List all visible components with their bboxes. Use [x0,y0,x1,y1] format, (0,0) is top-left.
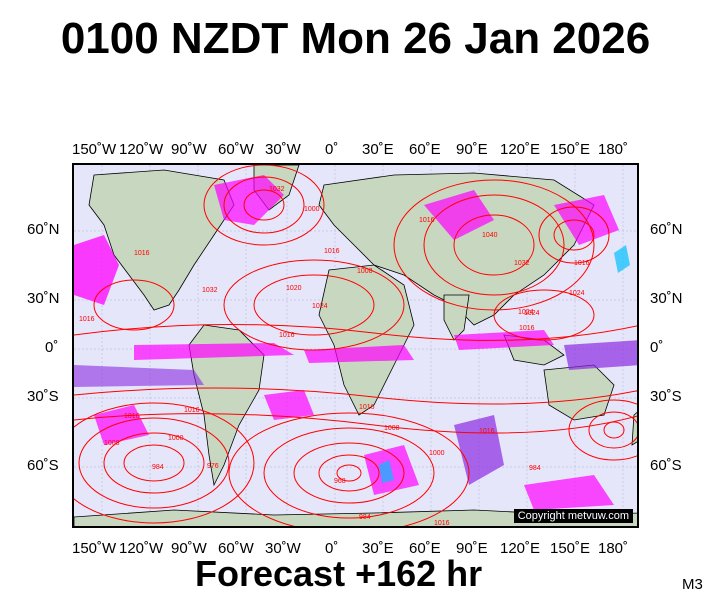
lat-label: 60˚S [27,457,59,474]
lon-label: 0˚ [325,540,339,557]
isobar-label: 984 [529,465,541,472]
isobar-label: 1024 [524,310,540,317]
isobar-label: 1008 [104,440,120,447]
lon-label: 120˚E [500,141,541,158]
lat-label: 0˚ [650,339,664,356]
isobar-label: 1000 [168,435,184,442]
isobar-label: 1016 [419,217,435,224]
lon-label: 120˚E [500,540,541,557]
isobar-label: 1008 [357,268,373,275]
india [443,294,470,341]
lon-label: 60˚E [409,141,441,158]
isobar-label: 1024 [312,303,328,310]
lon-label: 30˚W [265,540,301,557]
isobar-label: 1032 [202,287,218,294]
isobar-label: 1016 [324,248,340,255]
isobar-label: 1008 [384,425,400,432]
isobar-label: 1016 [124,413,140,420]
lon-label: 30˚E [362,540,394,557]
lon-label: 180˚ [598,141,629,158]
lon-label: 150˚W [72,141,117,158]
precipitation [74,175,637,510]
isobar-label: 968 [334,478,346,485]
lat-label: 30˚N [650,290,683,307]
isobar-label: 1016 [359,404,375,411]
lat-label: 60˚S [650,457,682,474]
model-label: M3 [682,576,703,593]
isobar-label: 1016 [434,520,450,527]
lat-label: 30˚S [650,388,682,405]
isobar-label: 1020 [286,285,302,292]
lat-label: 60˚N [27,221,60,238]
eurasia [318,172,595,326]
lon-label: 90˚W [171,141,207,158]
isobar-label: 1016 [479,428,495,435]
isobar-label: 1016 [574,260,590,267]
lon-label: 150˚E [550,540,591,557]
isobar-label: 1016 [134,250,150,257]
map-canvas: 1032 1000 1016 1024 1020 1008 1016 1032 … [74,165,637,527]
copyright-badge: Copyright metvuw.com [513,509,633,523]
weather-map: 1032 1000 1016 1024 1020 1008 1016 1032 … [72,163,639,528]
lon-label: 120˚W [119,540,164,557]
lon-label: 90˚E [456,141,488,158]
isobar-label: 976 [207,463,219,470]
lon-label: 90˚E [456,540,488,557]
isobar-label: 1016 [279,332,295,339]
isobar-label: 984 [152,464,164,471]
land-masses [74,165,637,526]
africa [318,264,415,416]
lon-label: 120˚W [119,141,164,158]
isobar-label: 1032 [269,186,285,193]
lon-label: 60˚W [218,141,254,158]
map-title: 0100 NZDT Mon 26 Jan 2026 [60,14,651,63]
lat-label: 60˚N [650,221,683,238]
isobar-label: 1016 [184,407,200,414]
lon-label: 180˚ [598,540,629,557]
isobar-label: 1000 [429,450,445,457]
isobar-labels: 1032 1000 1016 1024 1020 1008 1016 1032 … [79,186,590,527]
lon-label: 90˚W [171,540,207,557]
isobars [74,165,637,526]
lon-label: 30˚W [265,141,301,158]
lat-label: 30˚N [27,290,60,307]
isobar-label: 1000 [304,206,320,213]
lat-label: 0˚ [45,339,59,356]
isobar-label: 1032 [514,260,530,267]
lon-label: 60˚E [409,540,441,557]
forecast-label: Forecast +162 hr [195,553,483,594]
isobar-label: 1016 [519,325,535,332]
isobar-label: 1024 [518,309,534,316]
isobar-label: 1040 [482,232,498,239]
isobar-label: 1016 [79,316,95,323]
isobar-label: 984 [359,514,371,521]
isobar-label: 1024 [569,290,585,297]
lon-label: 150˚E [550,141,591,158]
lon-label: 30˚E [362,141,394,158]
lat-label: 30˚S [27,388,59,405]
lon-label: 0˚ [325,141,339,158]
lon-label: 60˚W [218,540,254,557]
lon-label: 150˚W [72,540,117,557]
